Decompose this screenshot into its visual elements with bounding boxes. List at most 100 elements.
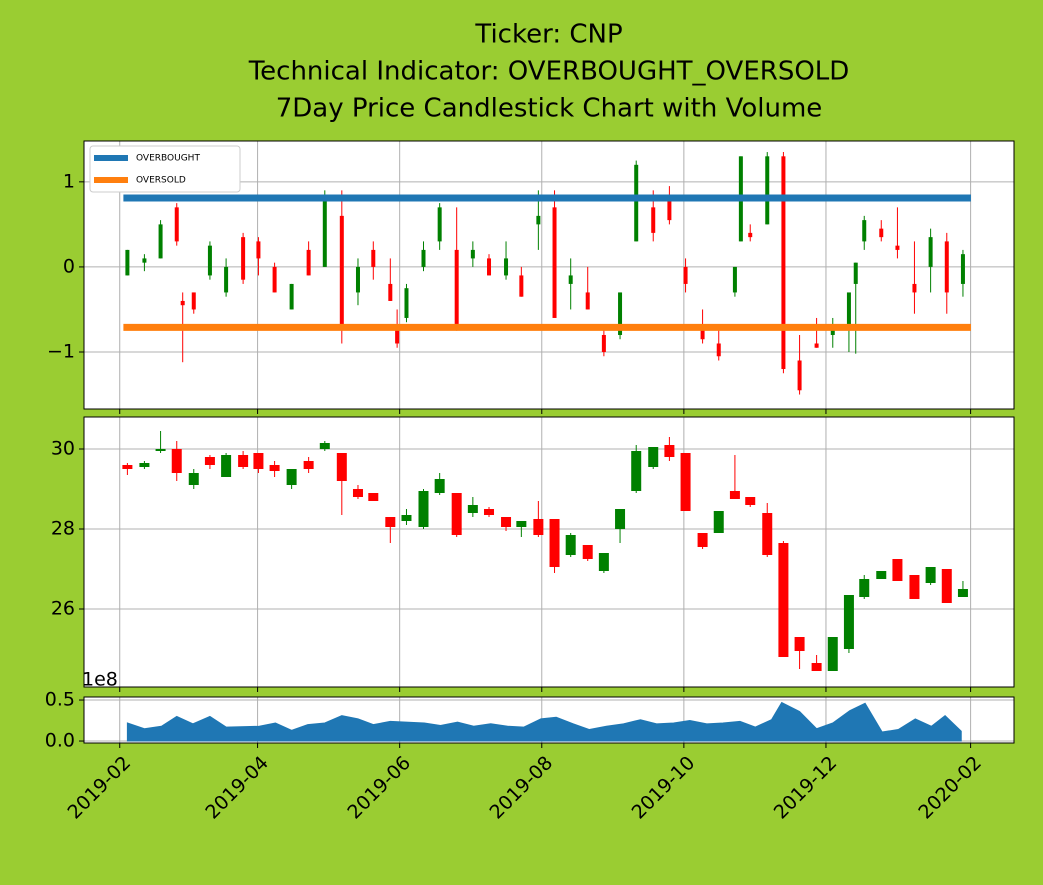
candle-body xyxy=(501,517,512,527)
candle-body xyxy=(814,343,819,348)
candle-body xyxy=(319,443,330,449)
candle-body xyxy=(241,237,246,280)
title-line: 7Day Price Candlestick Chart with Volume xyxy=(276,94,823,124)
y-tick-label: 26 xyxy=(51,598,75,620)
candle-body xyxy=(188,473,199,485)
candle-body xyxy=(797,360,802,391)
candle-body xyxy=(843,595,854,649)
candle-body xyxy=(862,220,867,242)
plot-frame xyxy=(83,696,1015,744)
candle-body xyxy=(680,453,691,511)
candle-body xyxy=(155,449,166,451)
candle-body xyxy=(748,232,753,238)
y-tick-label: −1 xyxy=(47,340,75,362)
candle-body xyxy=(180,300,185,306)
candle-body xyxy=(339,215,344,327)
candle-body xyxy=(941,569,952,603)
candle-body xyxy=(272,266,277,293)
candle-body xyxy=(191,292,196,310)
candle-body xyxy=(762,513,773,555)
candle-body xyxy=(944,241,949,293)
candle-body xyxy=(238,455,249,467)
candle-body xyxy=(928,237,933,267)
candle-body xyxy=(487,258,492,276)
candle-body xyxy=(667,198,672,221)
candle-body xyxy=(879,228,884,238)
x-tick-label: 2019-04 xyxy=(201,752,273,824)
candle-body xyxy=(269,465,280,471)
candle-body xyxy=(601,334,606,352)
candle-body xyxy=(437,207,442,242)
candle-body xyxy=(368,493,379,501)
candle-body xyxy=(395,326,400,344)
candle-body xyxy=(876,571,887,579)
candle-body xyxy=(552,207,557,318)
candle-body xyxy=(853,262,858,284)
candle-body xyxy=(697,533,708,547)
candle-body xyxy=(289,283,294,310)
x-tick-label: 2019-10 xyxy=(628,752,700,824)
candle-body xyxy=(204,457,215,465)
candle-body xyxy=(565,535,576,555)
x-tick-label: 2019-08 xyxy=(485,752,557,824)
candle-body xyxy=(451,493,462,535)
legend-label: OVERSOLD xyxy=(136,176,186,186)
candle-body xyxy=(256,241,261,259)
candle-body xyxy=(846,292,851,327)
offset-text: 1e8 xyxy=(82,669,118,691)
candle-body xyxy=(732,266,737,293)
candle-body xyxy=(957,589,968,597)
candle-body xyxy=(421,249,426,267)
candle-body xyxy=(224,266,229,293)
candle-body xyxy=(352,489,363,497)
candle-body xyxy=(634,164,639,242)
volume-area xyxy=(126,701,962,742)
candle-body xyxy=(418,491,429,527)
candle-body xyxy=(960,254,965,284)
candle-body xyxy=(142,258,147,263)
candle-body xyxy=(125,249,130,276)
candle-body xyxy=(716,343,721,357)
x-tick-label: 2019-06 xyxy=(343,752,415,824)
candle-body xyxy=(174,207,179,242)
candle-body xyxy=(781,156,786,370)
candle-body xyxy=(585,292,590,310)
candle-body xyxy=(467,505,478,513)
candle-body xyxy=(618,292,623,335)
candle-body xyxy=(598,553,609,571)
candle-body xyxy=(470,249,475,259)
candle-body xyxy=(895,245,900,250)
candle-body xyxy=(404,288,409,318)
candle-body xyxy=(778,543,789,657)
y-tick-label: 28 xyxy=(51,518,75,540)
y-tick-label: 30 xyxy=(51,438,75,460)
candle-body xyxy=(568,275,573,284)
candle-body xyxy=(909,575,920,599)
candle-body xyxy=(533,519,544,535)
plot-frame xyxy=(83,416,1015,688)
candle-body xyxy=(648,447,659,467)
candle-body xyxy=(651,207,656,233)
legend-label: OVERBOUGHT xyxy=(136,154,200,164)
candle-body xyxy=(322,198,327,267)
candle-body xyxy=(700,326,705,340)
candle-body xyxy=(582,545,593,559)
candle-body xyxy=(892,559,903,581)
title-line: Technical Indicator: OVERBOUGHT_OVERSOLD xyxy=(248,57,850,87)
y-tick-label: 0.5 xyxy=(45,689,75,711)
candle-body xyxy=(925,567,936,583)
candle-body xyxy=(859,579,870,597)
candle-body xyxy=(221,455,232,477)
x-tick-label: 2019-02 xyxy=(63,752,135,824)
candle-body xyxy=(811,663,822,671)
y-tick-label: 0 xyxy=(63,255,75,277)
candle-body xyxy=(139,463,150,467)
candle-body xyxy=(549,519,560,567)
candle-body xyxy=(713,511,724,533)
candle-body xyxy=(454,249,459,327)
candle-body xyxy=(827,637,838,671)
candle-body xyxy=(664,445,675,457)
candle-body xyxy=(253,453,264,469)
candle-body xyxy=(207,245,212,276)
